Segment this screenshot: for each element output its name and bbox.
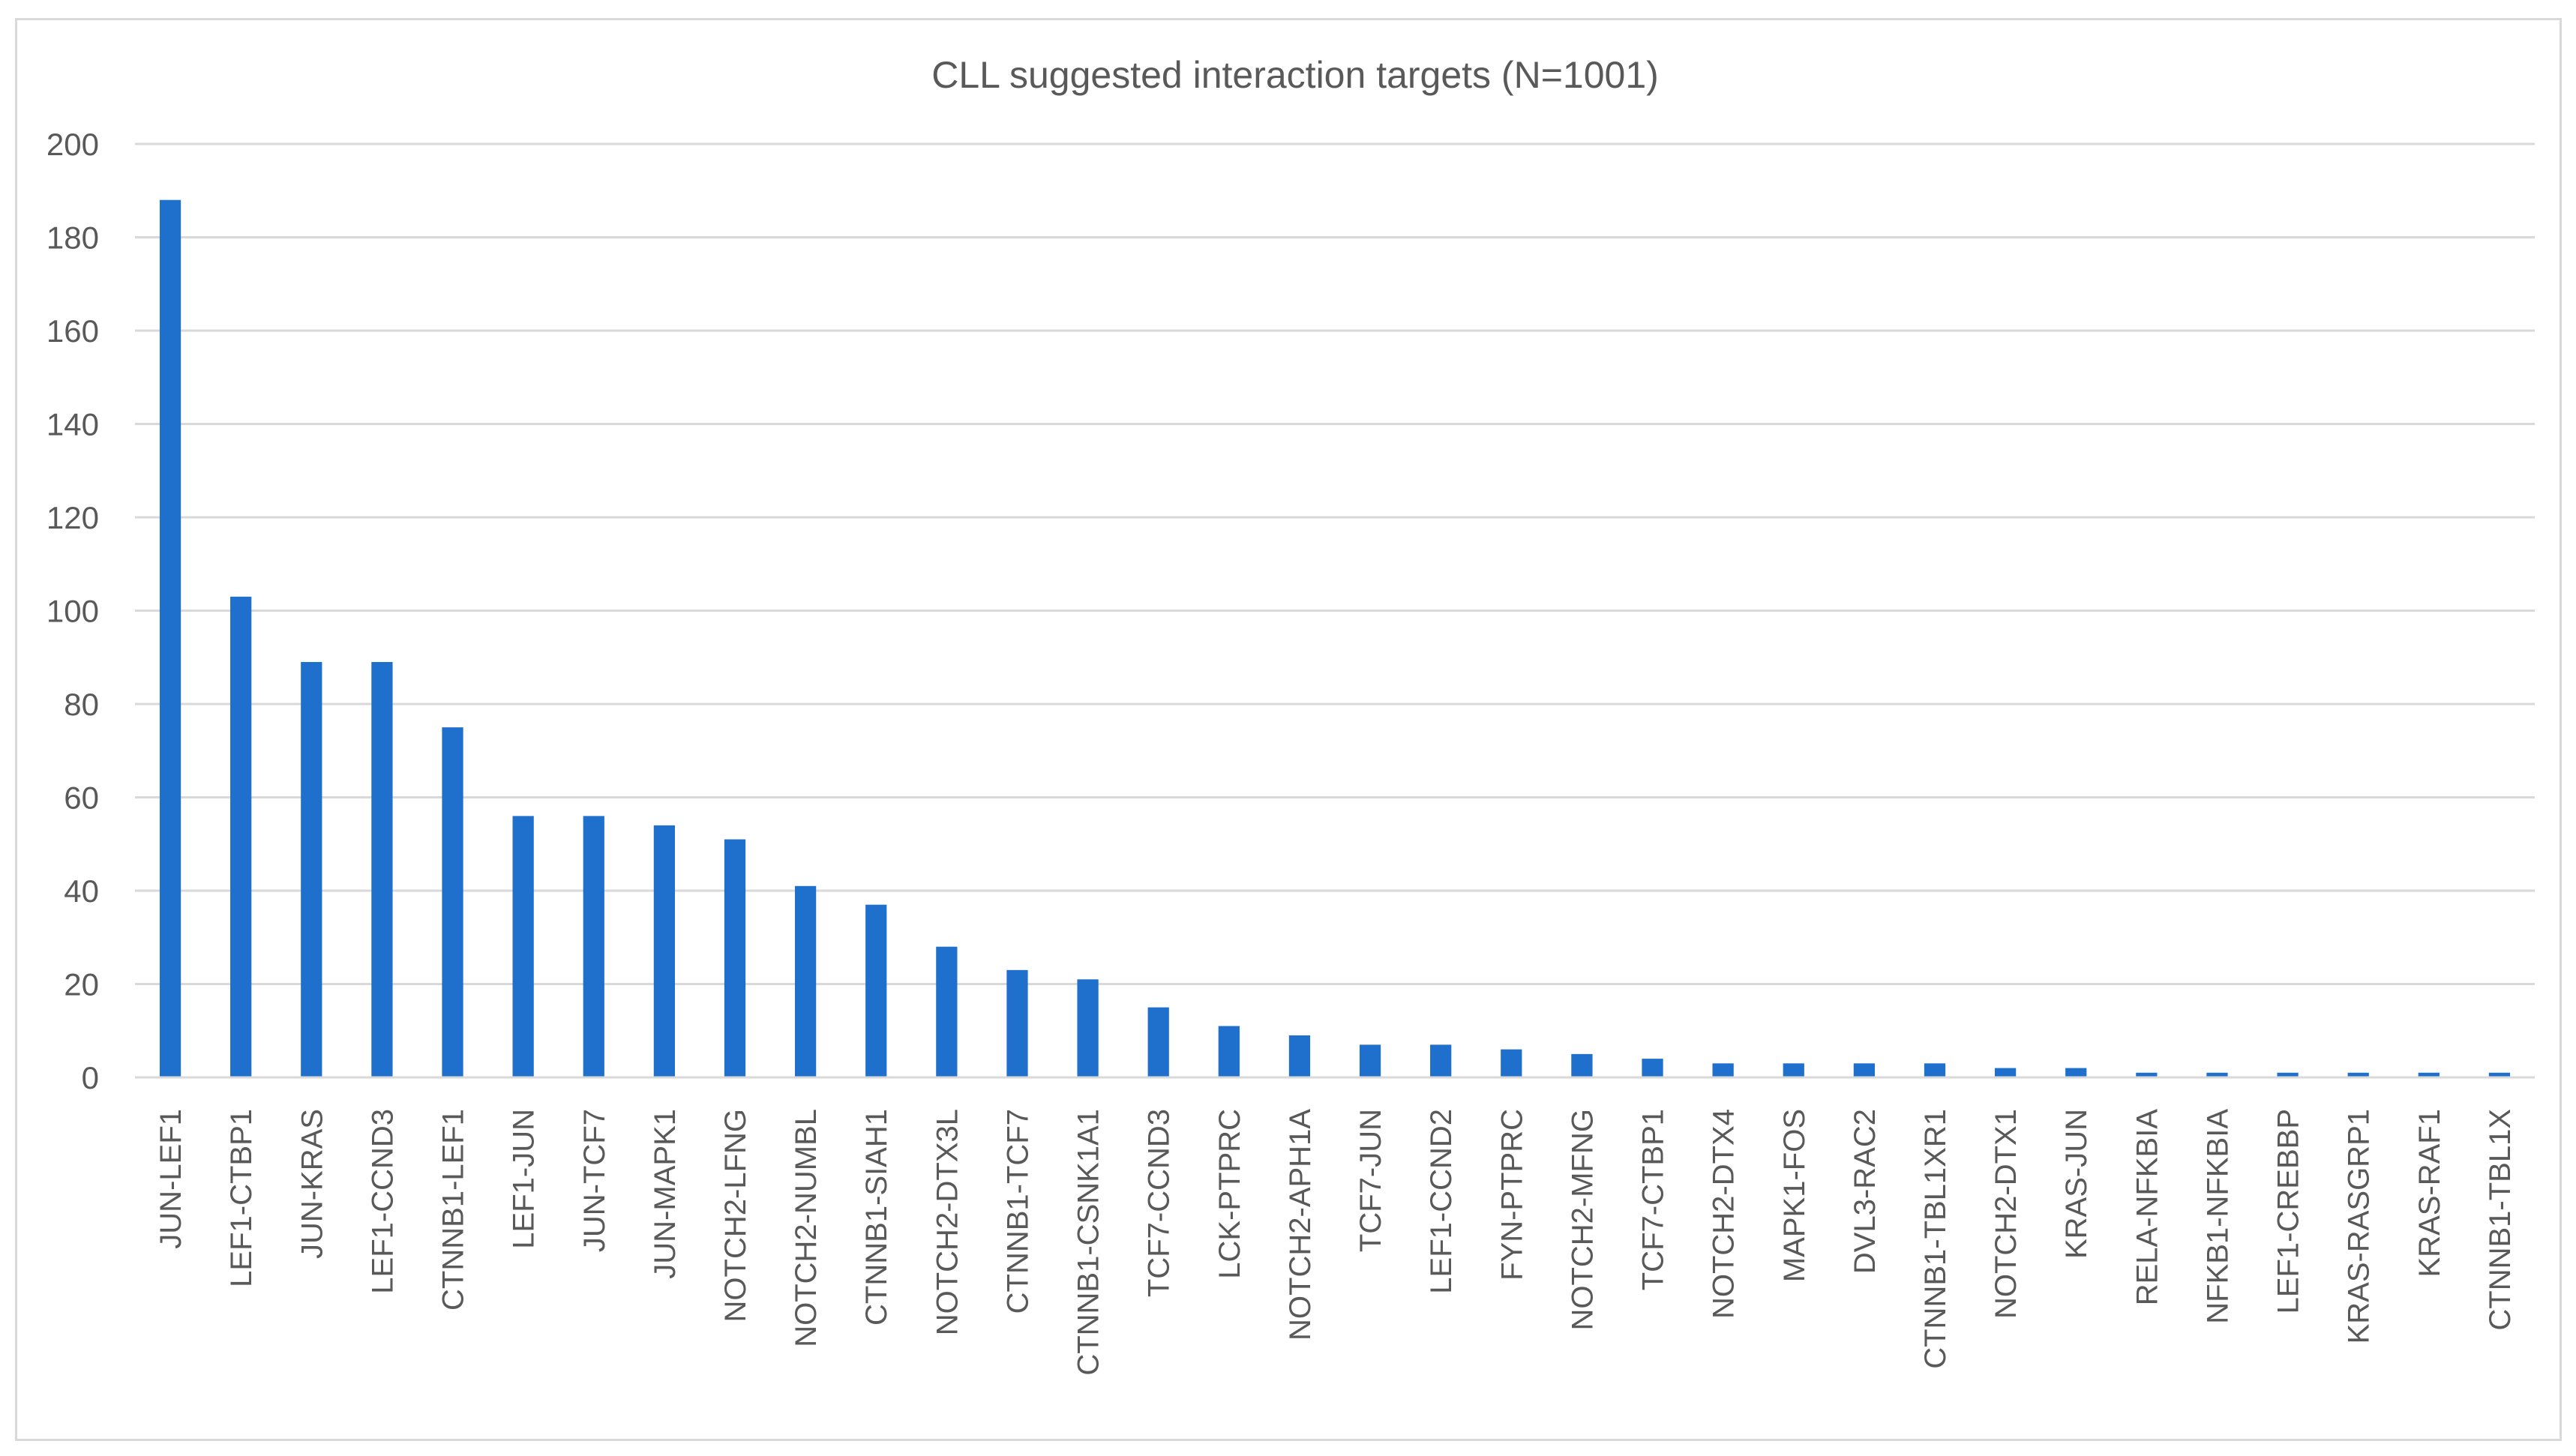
bar-ctnnb1-siah1: [865, 904, 887, 1077]
y-tick-label: 140: [46, 407, 99, 442]
bar-jun-mapk1: [653, 825, 675, 1077]
y-tick-label: 100: [46, 594, 99, 629]
bar-nfkb1-nfkbia: [2206, 1072, 2228, 1077]
bar-fyn-ptprc: [1501, 1049, 1522, 1077]
x-category-label: JUN-MAPK1: [649, 1109, 682, 1279]
bar-rela-nfkbia: [2136, 1072, 2158, 1077]
y-tick-label: 160: [46, 313, 99, 349]
bar-kras-jun: [2065, 1068, 2087, 1077]
bar-ctnnb1-tcf7: [1006, 969, 1028, 1077]
x-category-label: TCF7-CTBP1: [1637, 1109, 1670, 1290]
bar-notch2-numbl: [795, 885, 817, 1077]
x-category-label: CTNNB1-TBL1X: [2484, 1109, 2517, 1331]
bar-notch2-mfng: [1571, 1053, 1593, 1077]
bar-lef1-ctbp1: [230, 596, 252, 1077]
x-category-label: TCF7-CCND3: [1143, 1109, 1176, 1297]
x-category-label: LEF1-CREBBP: [2272, 1109, 2305, 1314]
x-category-label: NOTCH2-NUMBL: [790, 1109, 823, 1347]
y-tick-label: 60: [64, 780, 99, 816]
bar-notch2-lfng: [724, 839, 746, 1077]
y-tick-label: 180: [46, 220, 99, 256]
bar-ctnnb1-csnk1a1: [1077, 979, 1099, 1077]
x-category-label: NOTCH2-LFNG: [719, 1109, 752, 1322]
x-category-label: JUN-LEF1: [154, 1109, 187, 1249]
bar-notch2-dtx4: [1712, 1063, 1734, 1077]
x-category-label: LCK-PTPRC: [1213, 1109, 1246, 1279]
x-axis-category-labels: JUN-LEF1 LEF1-CTBP1 JUN-KRAS LEF1-CCND3 CTNN…: [154, 1109, 2517, 1376]
bar-ctnnb1-tbl1x: [2488, 1072, 2511, 1077]
bar-lef1-ccnd2: [1430, 1044, 1452, 1077]
x-category-label: CTNNB1-SIAH1: [860, 1109, 893, 1326]
x-category-label: LEF1-JUN: [508, 1109, 541, 1249]
x-category-label: NFKB1-NFKBIA: [2201, 1109, 2234, 1324]
x-category-label: LEF1-CTBP1: [225, 1109, 258, 1287]
x-category-label: DVL3-RAC2: [1849, 1109, 1882, 1274]
y-tick-label: 80: [64, 687, 99, 722]
bar-lef1-crebbp: [2277, 1072, 2299, 1077]
x-category-label: NOTCH2-APH1A: [1284, 1109, 1317, 1341]
bar-mapk1-fos: [1783, 1063, 1804, 1077]
bar-ctnnb1-tbl1xr1: [1924, 1063, 1946, 1077]
x-category-label: RELA-NFKBIA: [2131, 1109, 2164, 1306]
x-category-label: KRAS-RASGRP1: [2343, 1109, 2376, 1344]
x-category-label: NOTCH2-DTX1: [1990, 1109, 2023, 1319]
chart-frame: [15, 18, 2562, 1441]
x-category-label: LEF1-CCND3: [366, 1109, 399, 1294]
bar-notch2-aph1a: [1288, 1035, 1311, 1077]
x-category-label: NOTCH2-DTX3L: [931, 1109, 964, 1335]
x-category-label: LEF1-CCND2: [1425, 1109, 1458, 1294]
bar-kras-rasgrp1: [2347, 1072, 2369, 1077]
x-category-label: KRAS-RAF1: [2413, 1109, 2446, 1278]
bar-ctnnb1-lef1: [442, 727, 463, 1077]
bar-jun-lef1: [159, 199, 181, 1078]
x-category-label: TCF7-JUN: [1354, 1109, 1387, 1252]
x-category-label: KRAS-JUN: [2060, 1109, 2093, 1259]
x-category-label: CTNNB1-TBL1XR1: [1919, 1109, 1952, 1369]
bar-notch2-dtx3l: [936, 946, 958, 1077]
bar-tcf7-jun: [1359, 1044, 1381, 1077]
x-category-label: FYN-PTPRC: [1495, 1109, 1528, 1281]
bar-tcf7-ccnd3: [1147, 1007, 1169, 1077]
x-category-label: NOTCH2-DTX4: [1708, 1109, 1741, 1319]
x-category-label: NOTCH2-MFNG: [1566, 1109, 1599, 1331]
x-category-label: JUN-KRAS: [295, 1109, 328, 1259]
bar-tcf7-ctbp1: [1642, 1059, 1663, 1077]
bar-dvl3-rac2: [1853, 1063, 1875, 1077]
y-tick-label: 200: [46, 127, 99, 162]
y-tick-label: 40: [64, 873, 99, 909]
y-axis-tick-labels: 0 20 40 60 80 100 120 140 160 180 200: [46, 127, 99, 1095]
x-category-label: JUN-TCF7: [578, 1109, 611, 1252]
bar-lck-ptprc: [1218, 1026, 1240, 1077]
bar-jun-kras: [301, 661, 322, 1077]
bar-lef1-jun: [512, 816, 534, 1077]
x-category-label: CTNNB1-CSNK1A1: [1072, 1109, 1105, 1376]
bar-kras-raf1: [2418, 1072, 2440, 1077]
bars: [159, 199, 2511, 1078]
chart-title: CLL suggested interaction targets (N=100…: [931, 54, 1659, 96]
bar-lef1-ccnd3: [371, 661, 393, 1077]
y-tick-label: 20: [64, 967, 99, 1002]
bar-notch2-dtx1: [1995, 1068, 2017, 1077]
gridlines: [135, 142, 2535, 985]
x-category-label: MAPK1-FOS: [1778, 1109, 1811, 1282]
x-category-label: CTNNB1-LEF1: [437, 1109, 470, 1311]
y-tick-label: 120: [46, 500, 99, 535]
bar-jun-tcf7: [583, 816, 604, 1077]
x-category-label: CTNNB1-TCF7: [1001, 1109, 1034, 1314]
y-tick-label: 0: [82, 1060, 99, 1095]
